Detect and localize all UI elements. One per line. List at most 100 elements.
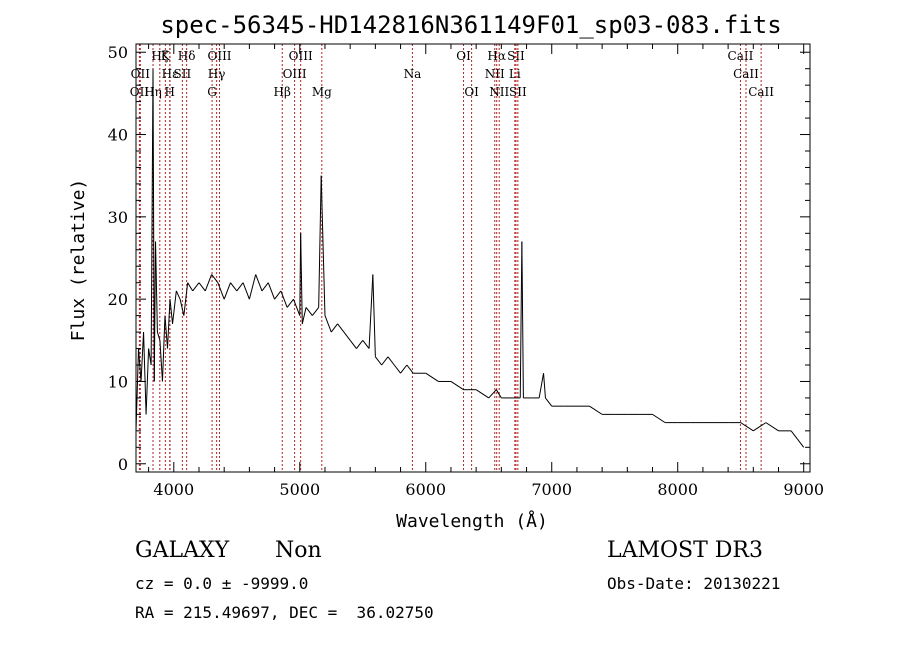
spectrum-segment — [230, 282, 238, 292]
spectrum-segment — [156, 331, 161, 341]
spectrum-segment — [153, 241, 157, 382]
spectrum-segment — [519, 241, 523, 398]
line-mark-label: OI — [456, 49, 471, 63]
line-mark-label: SII — [174, 67, 192, 81]
spectrum-segment — [192, 282, 200, 292]
plot-frame — [135, 43, 811, 473]
spectrum-segment — [324, 315, 332, 333]
spectrum-segment — [538, 373, 545, 399]
spectrum-segment — [425, 372, 439, 382]
line-mark-label: OIII — [207, 49, 231, 63]
ra-dec: RA = 215.49697, DEC = 36.02750 — [135, 603, 434, 622]
line-mark-label: OIII — [283, 67, 307, 81]
spectrum-segment — [387, 356, 395, 366]
spectrum-segment — [236, 282, 244, 292]
spectrum-segment — [356, 340, 364, 349]
spectrum-segment — [242, 282, 250, 300]
spectrum-segment — [589, 405, 603, 415]
spectrum-segment — [740, 422, 754, 432]
y-tick-label: 20 — [108, 290, 128, 309]
obs-date: Obs-Date: 20130221 — [607, 574, 781, 593]
line-mark-label: G — [207, 85, 217, 99]
spectrum-segment — [140, 332, 145, 382]
spectrum-segment — [765, 422, 779, 432]
spectrum-segment — [372, 274, 376, 357]
spectrum-segment — [450, 381, 464, 391]
spectrum-segment — [159, 340, 163, 382]
line-mark-label: NII — [489, 85, 509, 99]
line-mark-label: CaII — [733, 67, 759, 81]
line-mark-label: Hδ — [178, 49, 196, 63]
y-tick-label: 50 — [108, 43, 128, 62]
line-mark-label: Hε — [162, 67, 179, 81]
spectrum-segment — [475, 389, 490, 399]
y-axis-label: Flux (relative) — [68, 179, 89, 342]
spectrum-segment — [175, 290, 181, 300]
line-mark-label: NII — [485, 67, 505, 81]
x-tick-label: 6000 — [405, 480, 446, 499]
spectrum-segment — [166, 299, 171, 349]
spectrum-segment — [164, 315, 168, 349]
spectrum-segment — [223, 282, 231, 300]
spectrum-segment — [349, 340, 357, 349]
spectrum-segment — [255, 274, 263, 292]
spectrum-segment — [198, 282, 206, 292]
spectrum-segment — [368, 274, 374, 349]
spectrum-segment — [330, 323, 338, 333]
spectrum-segment — [381, 356, 389, 366]
spectrum-segment — [393, 364, 401, 374]
spectrum-segment — [543, 373, 546, 398]
line-mark-label: Hζ — [151, 49, 168, 63]
line-mark-label: Li — [509, 67, 521, 81]
redshift-cz: cz = 0.0 ± -9999.0 — [135, 574, 309, 593]
spectrum-segment — [145, 348, 150, 415]
survey-name: LAMOST DR3 — [607, 538, 763, 563]
line-mark-label: CaII — [748, 85, 774, 99]
x-axis-label: Wavelength (Å) — [396, 510, 548, 532]
spectrum-segment — [495, 389, 502, 399]
spectrum-segment — [406, 364, 414, 374]
spectrum-segment — [179, 299, 185, 316]
spectrum-segment — [286, 298, 294, 308]
spectrum-segment — [293, 298, 301, 316]
spectrum-segment — [305, 307, 313, 316]
spectrum-segment — [150, 68, 154, 366]
y-tick-label: 0 — [118, 455, 128, 474]
spectrum-segment — [362, 340, 370, 349]
plot-area: OIIOIIHηHζKHHεSIIHδGHγOIIIHβOIIIOIIIMgNa… — [108, 43, 824, 499]
line-mark-label: OIII — [289, 49, 313, 63]
line-mark-label: K — [161, 49, 171, 63]
object-subclass: Non — [275, 538, 322, 563]
x-tick-label: 9000 — [783, 480, 824, 499]
spectrum-segment — [152, 68, 155, 382]
x-tick-label: 4000 — [153, 480, 194, 499]
x-tick-label: 7000 — [531, 480, 572, 499]
y-tick-label: 40 — [108, 126, 128, 145]
spectrum-segment — [261, 282, 269, 292]
line-mark-label: OI — [464, 85, 479, 99]
spectrum-segment — [155, 241, 158, 333]
spectrum-segment — [204, 274, 213, 292]
spectrum-segment — [337, 323, 345, 333]
spectrum-segment — [211, 274, 219, 283]
spectrum-segment — [797, 438, 805, 448]
line-mark-label: SII — [507, 49, 525, 63]
spectrum-segment — [318, 175, 322, 308]
spectrum-segment — [280, 290, 288, 308]
line-mark-label: Na — [404, 67, 422, 81]
object-class: GALAXY — [135, 538, 230, 563]
line-mark-label: Hα — [487, 49, 506, 63]
spectrum-segment — [172, 290, 177, 324]
spectrum-segment — [267, 282, 276, 300]
spectrum-segment — [400, 364, 408, 374]
y-tick-label: 30 — [108, 208, 128, 227]
line-mark-label: SII — [509, 85, 527, 99]
line-mark-label: OII — [130, 85, 150, 99]
spectrum-segment — [169, 299, 174, 324]
line-mark-label: CaII — [728, 49, 754, 63]
spectrum-segment — [143, 332, 147, 415]
spectrum-segment — [320, 175, 326, 316]
spectrum-segment — [790, 430, 798, 440]
spectrum-segment — [521, 241, 524, 398]
